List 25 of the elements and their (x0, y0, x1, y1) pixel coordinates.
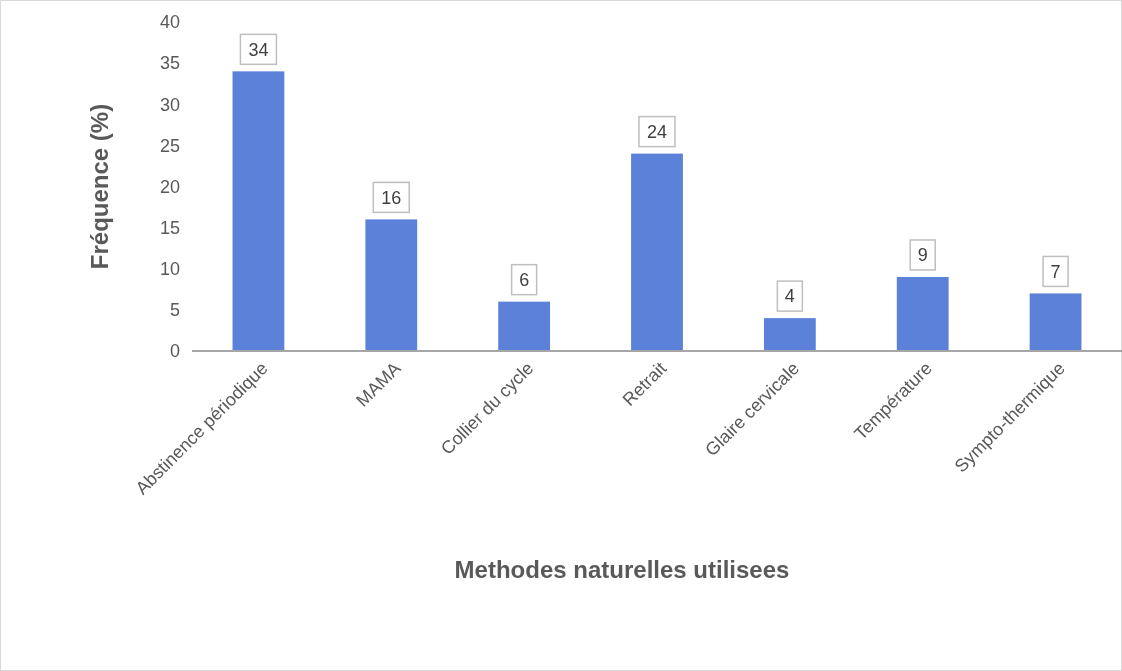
bar (232, 71, 285, 351)
data-label: 24 (646, 121, 668, 142)
y-tick-label: 25 (159, 135, 180, 156)
y-tick-label: 30 (159, 94, 180, 115)
data-label: 7 (1050, 261, 1061, 282)
data-label: 9 (917, 245, 928, 266)
data-label: 4 (784, 286, 795, 307)
bar (365, 219, 418, 351)
y-tick-label: 40 (159, 12, 180, 33)
y-tick-label: 20 (159, 176, 180, 197)
y-tick-label: 35 (159, 53, 180, 74)
data-label: 6 (519, 269, 530, 290)
y-tick-label: 15 (159, 217, 180, 238)
bar (631, 153, 683, 351)
y-axis-title: Fréquence (%) (86, 103, 113, 270)
y-tick-label: 10 (159, 259, 180, 280)
data-label: 34 (248, 39, 269, 60)
y-tick-label: 5 (169, 300, 180, 321)
bar (498, 301, 551, 351)
bar (1029, 293, 1082, 351)
x-axis-title: Methodes naturelles utilisees (454, 556, 790, 583)
bar (896, 276, 949, 351)
y-tick-label: 0 (169, 341, 180, 362)
bar (763, 318, 816, 351)
data-label: 16 (381, 187, 402, 208)
